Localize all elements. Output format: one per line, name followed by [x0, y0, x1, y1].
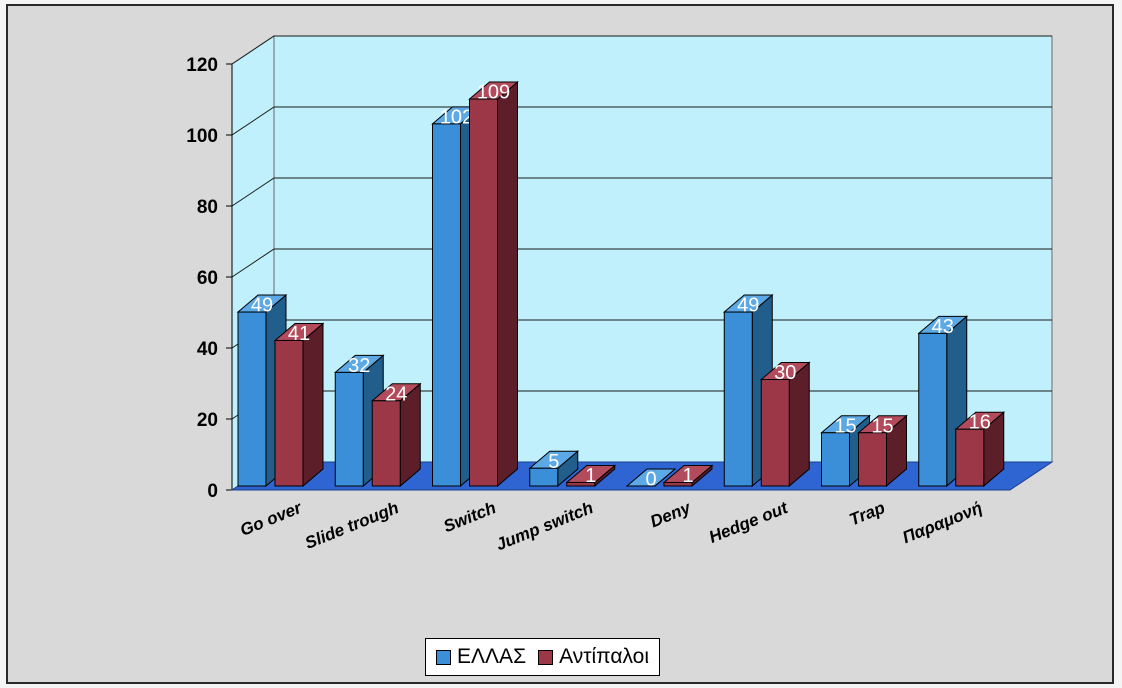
data-label: 41 — [288, 323, 310, 345]
data-label: 49 — [251, 295, 273, 317]
data-label: 49 — [737, 295, 759, 317]
bar-front — [663, 481, 693, 487]
data-label: 1 — [585, 465, 596, 487]
bar-side — [302, 322, 324, 488]
bar — [370, 382, 422, 488]
bar-front — [371, 400, 401, 487]
data-label: 1 — [682, 465, 693, 487]
data-label: 5 — [548, 451, 559, 473]
x-category-label: Slide trough — [302, 498, 401, 553]
legend-swatch-series-2 — [538, 649, 554, 665]
x-category-label: Deny — [647, 498, 694, 532]
x-category-label: Trap — [847, 498, 888, 529]
bar — [468, 80, 519, 488]
bar-front — [274, 339, 304, 487]
bar — [954, 411, 1006, 488]
x-category-label: Go over — [237, 498, 305, 540]
data-label: 15 — [871, 415, 893, 437]
bar-top — [625, 468, 677, 487]
x-category-label: Switch — [441, 498, 499, 536]
legend-label-series-2: Αντίπαλοι — [559, 645, 650, 668]
bar-front — [432, 123, 461, 487]
bar — [917, 315, 969, 488]
x-category-label: Jump switch — [493, 498, 596, 554]
bar-front — [918, 332, 948, 487]
x-category-label: Παραμονή — [900, 498, 985, 547]
y-tick-label: 100 — [186, 126, 218, 147]
y-tick-label: 80 — [197, 197, 218, 218]
bar-front — [469, 98, 498, 487]
legend-label-series-1: ΕΛΛΑΣ — [457, 645, 527, 668]
legend-item-series-1: ΕΛΛΑΣ — [436, 645, 526, 669]
bar — [759, 361, 811, 488]
legend-swatch-series-1 — [436, 649, 451, 665]
bar — [528, 450, 580, 488]
bar-side — [497, 80, 518, 488]
bar — [662, 464, 714, 488]
x-category-label: Hedge out — [706, 498, 791, 547]
data-label: 16 — [969, 412, 991, 434]
bar-front — [529, 467, 559, 487]
bar-front — [723, 311, 753, 487]
bar-front — [955, 428, 985, 487]
bar-front — [237, 311, 267, 487]
bar-front — [858, 432, 887, 487]
legend-item-series-2: Αντίπαλοι — [538, 645, 649, 669]
bar-front — [760, 379, 790, 487]
data-label: 15 — [834, 415, 856, 437]
y-tick-label: 20 — [197, 410, 218, 431]
data-label: 0 — [645, 469, 656, 491]
y-tick-label: 40 — [197, 339, 218, 360]
gridline — [231, 106, 1052, 136]
bar-front — [821, 432, 850, 487]
data-label: 24 — [385, 383, 407, 405]
gridline — [231, 177, 1052, 207]
gridline — [231, 35, 1052, 65]
data-label: 32 — [348, 355, 370, 377]
bar — [625, 468, 677, 487]
y-tick-label: 120 — [186, 55, 218, 76]
data-label: 43 — [932, 316, 954, 338]
y-tick-label: 60 — [197, 268, 218, 289]
chart-legend: ΕΛΛΑΣ Αντίπαλοι — [425, 638, 661, 676]
data-label: 30 — [774, 362, 796, 384]
bar — [857, 414, 908, 488]
data-label: 109 — [477, 82, 510, 104]
bar — [273, 322, 325, 488]
y-tick-label: 0 — [207, 481, 218, 502]
bar-front — [334, 371, 364, 487]
gridline — [231, 248, 1052, 278]
data-label: 102 — [440, 106, 473, 128]
bar-front — [566, 481, 596, 487]
bar — [565, 464, 617, 488]
